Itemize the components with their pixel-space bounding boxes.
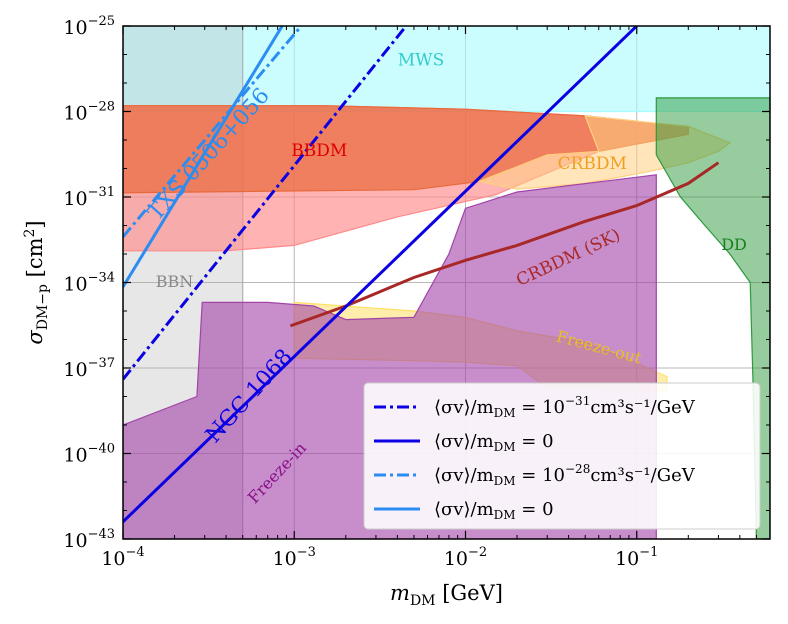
label-mws: MWS (398, 50, 445, 70)
y-tick-label: 10−34 (63, 271, 115, 296)
legend: ⟨σv⟩/mDM = 10−31cm³s⁻¹/GeV ⟨σv⟩/mDM = 0 ⟨σ… (363, 382, 761, 530)
y-tick-label: 10−28 (63, 100, 115, 125)
x-tick-label: 10−1 (615, 545, 658, 570)
y-tick-label: 10−31 (63, 185, 115, 210)
legend-box (363, 382, 761, 530)
axis-labels: mDM [GeV] σDM−p [cm2] (22, 220, 503, 609)
legend-label: ⟨σv⟩/mDM = 10−31cm³s⁻¹/GeV (434, 394, 696, 420)
x-tick-label: 10−4 (101, 545, 144, 570)
legend-label: ⟨σv⟩/mDM = 10−28cm³s⁻¹/GeV (434, 462, 696, 488)
series-line-4 (123, 26, 284, 288)
y-tick-label: 10−37 (63, 356, 115, 381)
label-bbdm: BBDM (291, 141, 347, 161)
constraint-lines (123, 26, 720, 523)
y-tick-label: 10−43 (63, 527, 115, 552)
series-line-2 (123, 26, 638, 523)
y-tick-label: 10−40 (63, 442, 115, 467)
region-dd (655, 97, 770, 539)
y-axis-label: σDM−p [cm2] (22, 220, 51, 344)
series-line-0 (289, 161, 720, 328)
label-crbdm: CRBDM (558, 154, 627, 174)
y-tick-label: 10−25 (63, 14, 115, 39)
series-line-1 (123, 26, 408, 381)
legend-label: ⟨σv⟩/mDM = 0 (434, 499, 554, 522)
legend-label: ⟨σv⟩/mDM = 0 (434, 431, 554, 454)
series-line-3 (123, 26, 303, 238)
x-axis-label: mDM [GeV] (390, 581, 503, 609)
label-bbn: BBN (156, 272, 194, 291)
axis-ticks: 10−4 10−3 10−2 10−1 10−25 10−28 10−31 10−34 10−3… (63, 14, 770, 570)
x-tick-label: 10−3 (273, 545, 316, 570)
label-dd: DD (721, 235, 747, 254)
x-tick-label: 10−2 (444, 545, 487, 570)
